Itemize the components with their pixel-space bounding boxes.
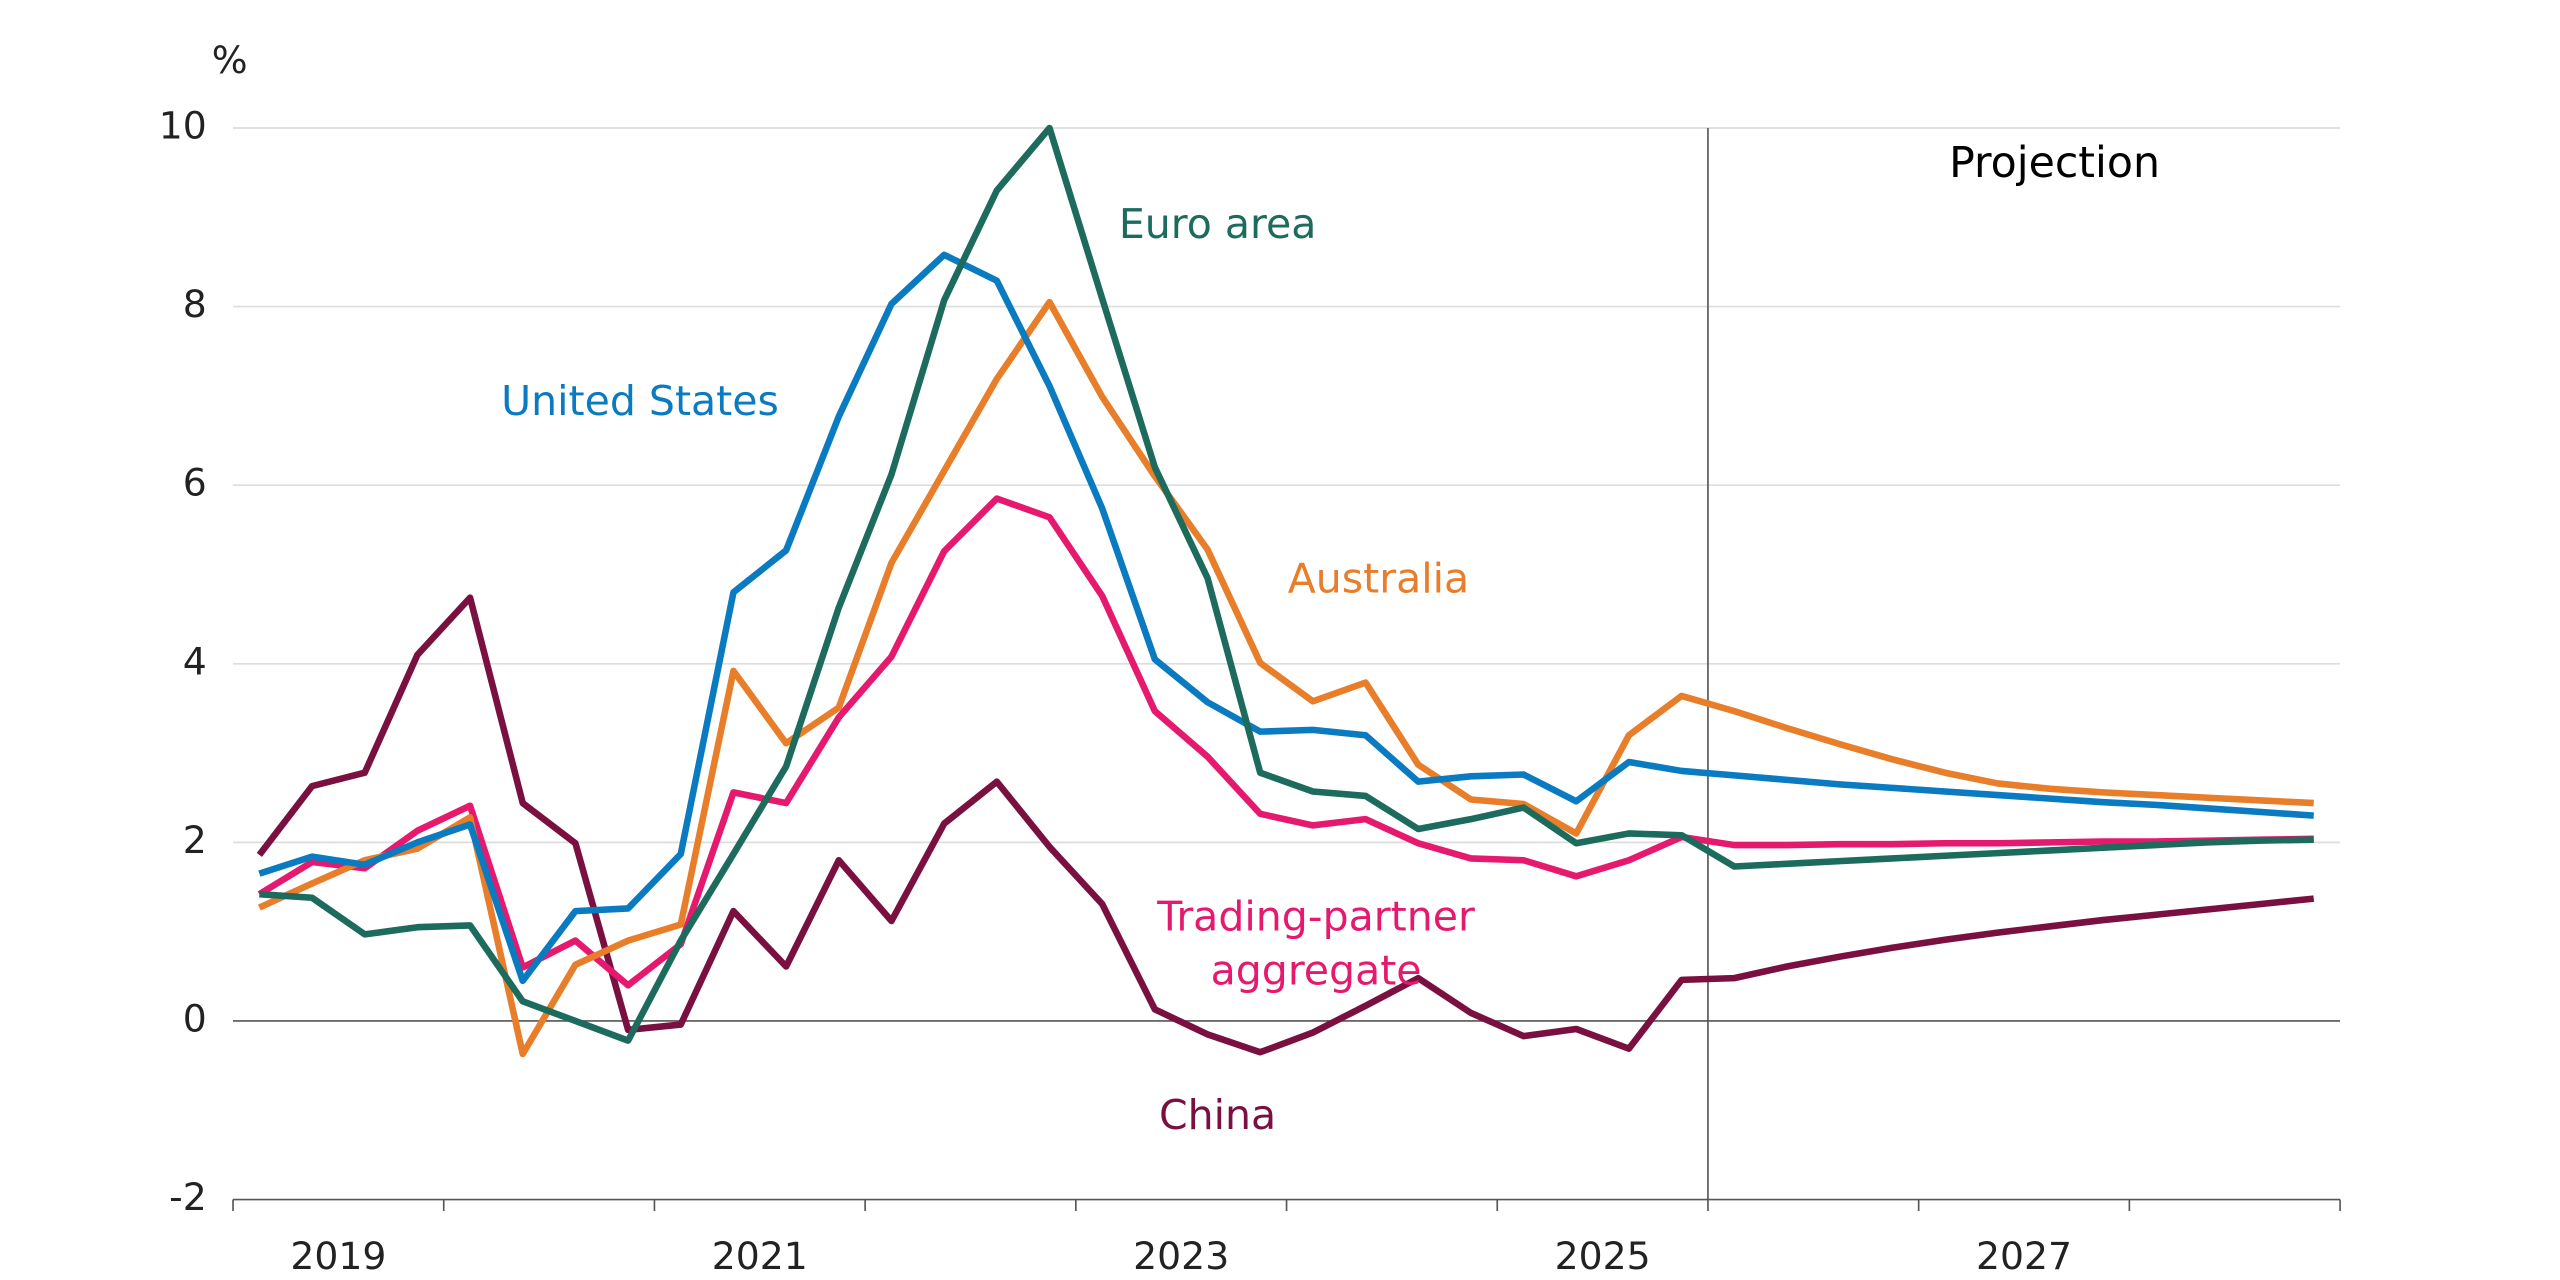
series-line	[257, 495, 2314, 989]
series-line	[258, 251, 2314, 985]
annotation: Projection	[1949, 138, 2160, 188]
series-label: United States	[501, 376, 779, 425]
x-tick-label: 2023	[1133, 1234, 1229, 1278]
y-tick-label: 10	[159, 103, 207, 147]
x-tick-label: 2027	[1976, 1234, 2072, 1278]
x-tick-label: 2025	[1555, 1234, 1651, 1278]
y-tick-label: 0	[183, 996, 207, 1040]
y-tick-label: -2	[169, 1175, 207, 1219]
series-label: Australia	[1287, 553, 1470, 602]
x-tick-label: 2021	[712, 1234, 808, 1278]
y-axis-label: %	[212, 38, 248, 82]
y-tick-label: 8	[183, 282, 207, 326]
series-line	[259, 124, 2314, 1044]
series-label: Euro area	[1118, 199, 1317, 247]
y-tick-label: 2	[183, 818, 207, 862]
series-line	[256, 594, 2315, 1056]
series-label: China	[1159, 1090, 1277, 1139]
x-tick-label: 2019	[290, 1234, 386, 1278]
y-tick-label: 4	[183, 639, 207, 683]
series-label: Trading-partner aggregate	[1157, 892, 1475, 995]
y-tick-label: 6	[183, 461, 207, 505]
series-line	[257, 298, 2314, 1058]
